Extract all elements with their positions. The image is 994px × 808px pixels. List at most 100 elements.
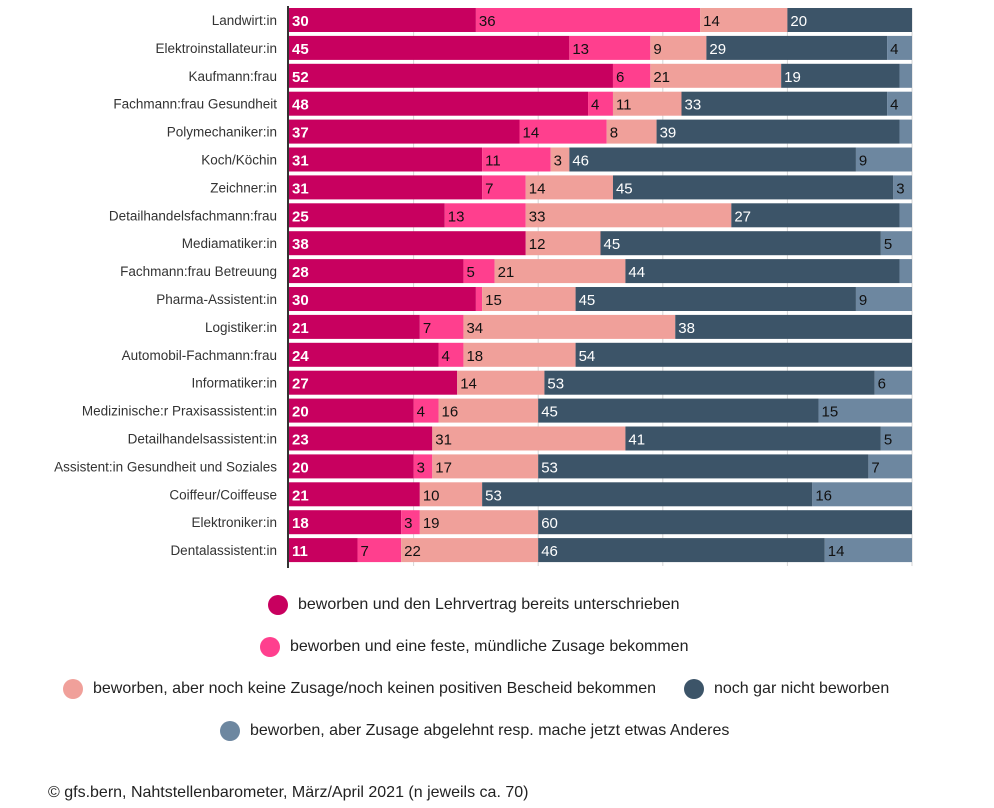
bar-segment-s1 bbox=[438, 342, 464, 367]
bar-segment-s2 bbox=[700, 8, 788, 32]
bar-segment-s2 bbox=[419, 510, 539, 535]
bar-segment-s1 bbox=[482, 147, 551, 172]
bar-segment-s0 bbox=[289, 175, 483, 200]
data-label-s3: 45 bbox=[604, 236, 621, 253]
data-label-s0: 27 bbox=[292, 376, 309, 393]
category-label: Automobil-Fachmann:frau bbox=[122, 348, 277, 363]
data-label-s0: 30 bbox=[292, 13, 309, 30]
data-label-s3: 46 bbox=[572, 153, 589, 170]
bar-segment-s0 bbox=[289, 259, 464, 284]
legend-dot-signed bbox=[268, 595, 288, 615]
bar-segment-s1 bbox=[475, 8, 701, 32]
bar-segment-s4 bbox=[880, 231, 912, 256]
bar-segment-s4 bbox=[880, 426, 912, 451]
data-label-s3: 19 bbox=[784, 69, 801, 86]
data-label-s2: 12 bbox=[529, 236, 546, 253]
data-label-s4: 14 bbox=[828, 543, 845, 560]
bar-segment-s0 bbox=[289, 91, 589, 116]
data-label-s0: 25 bbox=[292, 208, 309, 225]
legend-item-oral-promise: beworben und eine feste, mündliche Zusag… bbox=[260, 637, 688, 657]
bar-segment-s4 bbox=[899, 203, 912, 228]
legend-dot-no-answer-yet bbox=[63, 679, 83, 699]
category-label: Assistent:in Gesundheit und Soziales bbox=[54, 459, 277, 474]
legend-item-no-answer-yet: beworben, aber noch keine Zusage/noch ke… bbox=[63, 679, 656, 699]
bar-segment-s0 bbox=[289, 454, 414, 479]
data-label-s3: 27 bbox=[734, 208, 751, 225]
data-label-s1: 3 bbox=[417, 459, 425, 476]
data-label-s1: 7 bbox=[361, 543, 369, 560]
legend-label-declined: beworben, aber Zusage abgelehnt resp. ma… bbox=[250, 722, 730, 739]
data-label-s1: 36 bbox=[479, 13, 496, 30]
category-label: Fachmann:frau Gesundheit bbox=[113, 97, 277, 112]
data-label-s2: 22 bbox=[404, 543, 421, 560]
bar-segment-s4 bbox=[824, 538, 912, 563]
bar-segment-s2 bbox=[612, 91, 682, 116]
bar-segment-s2 bbox=[463, 314, 676, 339]
bar-segment-s3 bbox=[575, 287, 856, 311]
bar-segment-s3 bbox=[600, 231, 881, 256]
data-label-s0: 45 bbox=[292, 41, 309, 58]
data-label-s0: 31 bbox=[292, 153, 309, 170]
bar-segment-s2 bbox=[457, 370, 545, 395]
bar-segment-s4 bbox=[855, 287, 912, 311]
legend-item-signed: beworben und den Lehrvertrag bereits unt… bbox=[268, 595, 680, 615]
bar-segment-s4 bbox=[868, 454, 912, 479]
data-label-s2: 14 bbox=[529, 180, 546, 197]
data-label-s0: 48 bbox=[292, 97, 309, 114]
data-label-s2: 14 bbox=[703, 13, 720, 30]
category-label: Detailhandelsfachmann:frau bbox=[109, 208, 277, 223]
bar-segment-s2 bbox=[463, 342, 576, 367]
data-label-s2: 11 bbox=[616, 97, 632, 114]
category-label: Koch/Köchin bbox=[201, 153, 277, 168]
data-label-s1: 13 bbox=[572, 41, 589, 58]
data-label-s2: 21 bbox=[498, 264, 515, 281]
data-label-s4: 3 bbox=[896, 180, 904, 197]
data-label-s1: 14 bbox=[523, 125, 540, 142]
bar-segment-s0 bbox=[289, 287, 476, 311]
bar-segment-s2 bbox=[650, 63, 782, 88]
bar-segment-s3 bbox=[675, 314, 912, 339]
bar-segment-s4 bbox=[893, 175, 912, 200]
bar-segment-s2 bbox=[401, 538, 539, 563]
bar-segment-s3 bbox=[731, 203, 900, 228]
bar-segment-s2 bbox=[606, 119, 657, 144]
data-label-s1: 5 bbox=[466, 264, 474, 281]
data-label-s4: 7 bbox=[871, 459, 879, 476]
bar-segment-s3 bbox=[612, 175, 894, 200]
bar-segment-s2 bbox=[482, 287, 576, 311]
data-label-s4: 5 bbox=[884, 432, 892, 449]
data-label-s2: 21 bbox=[653, 69, 670, 86]
bar-segment-s1 bbox=[612, 63, 651, 88]
legend-item-declined: beworben, aber Zusage abgelehnt resp. ma… bbox=[220, 721, 729, 741]
data-label-s2: 9 bbox=[653, 41, 661, 58]
bar-segment-s1 bbox=[519, 119, 607, 144]
data-label-s1: 7 bbox=[423, 320, 431, 337]
data-label-s1: 7 bbox=[485, 180, 493, 197]
data-label-s2: 34 bbox=[466, 320, 483, 337]
bar-segment-s0 bbox=[289, 482, 420, 507]
bar-segment-s3 bbox=[538, 510, 912, 535]
data-label-s4: 4 bbox=[890, 97, 898, 114]
bar-segment-s1 bbox=[419, 314, 464, 339]
bar-segment-s3 bbox=[787, 8, 912, 32]
data-label-s1: 6 bbox=[616, 69, 624, 86]
data-label-s3: 39 bbox=[660, 125, 677, 142]
data-label-s0: 30 bbox=[292, 292, 309, 309]
data-label-s3: 44 bbox=[628, 264, 645, 281]
data-label-s1: 11 bbox=[485, 153, 501, 170]
data-label-s0: 52 bbox=[292, 69, 309, 86]
legend-label-no-answer-yet: beworben, aber noch keine Zusage/noch ke… bbox=[93, 680, 657, 697]
data-label-s4: 9 bbox=[859, 153, 867, 170]
bar-segment-s0 bbox=[289, 147, 483, 172]
bar-segment-s0 bbox=[289, 63, 613, 88]
data-label-s2: 15 bbox=[485, 292, 502, 309]
bar-segment-s1 bbox=[444, 203, 526, 228]
bar-segment-s3 bbox=[656, 119, 900, 144]
data-label-s1: 4 bbox=[417, 404, 425, 421]
data-label-s4: 9 bbox=[859, 292, 867, 309]
bar-segment-s3 bbox=[538, 538, 825, 563]
bar-segment-s3 bbox=[482, 482, 813, 507]
bar-segment-s1 bbox=[401, 510, 420, 535]
category-label: Detailhandelsassistent:in bbox=[128, 432, 277, 447]
data-label-s1: 4 bbox=[442, 348, 450, 365]
